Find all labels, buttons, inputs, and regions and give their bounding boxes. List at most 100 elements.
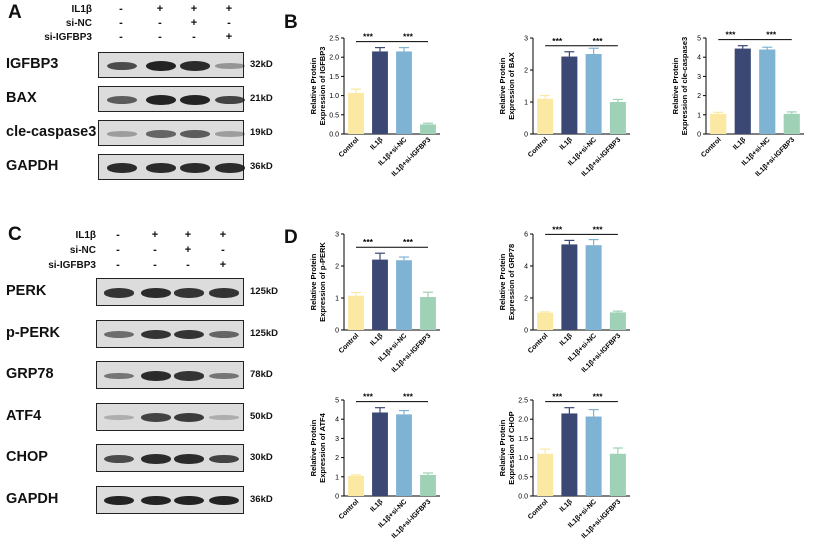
blot-band — [209, 330, 239, 339]
bar — [585, 54, 602, 134]
blot-band — [174, 288, 204, 298]
bar — [372, 51, 388, 134]
treatment-sign: + — [219, 259, 227, 271]
y-tick-label: 5 — [335, 398, 339, 405]
y-tick-label: 2 — [335, 455, 339, 462]
blot-band — [209, 454, 239, 464]
treatment-sign: - — [158, 31, 162, 43]
y-axis-title: Expression of IGFBP3 — [318, 47, 327, 126]
y-axis-title: Relative Protein — [309, 253, 318, 310]
bar — [609, 453, 626, 496]
y-tick-label: 0.0 — [329, 132, 339, 139]
significance-label: *** — [363, 237, 374, 247]
blot-panel-c: IL1β - + + + si-NC - - + - si-IGFBP3 - - - + PERK 125kD… — [0, 0, 280, 514]
category-label: IL1β — [559, 332, 575, 348]
y-tick-label: 3 — [335, 232, 339, 239]
bar — [783, 113, 800, 134]
protein-label: ATF4 — [6, 407, 42, 424]
treatment-sign: - — [119, 17, 123, 29]
molecular-weight-label: 32kD — [250, 59, 273, 70]
category-label: IL1β — [559, 136, 575, 152]
molecular-weight-label: 125kD — [250, 327, 278, 339]
blot-band — [107, 96, 137, 104]
molecular-weight-label: 78kD — [250, 369, 273, 380]
blot-band — [215, 63, 245, 69]
blot-strip — [98, 120, 245, 146]
treatment-label: si-NC — [69, 245, 96, 256]
y-axis-title: Relative Protein — [309, 57, 318, 114]
bar — [759, 49, 776, 134]
y-tick-label: 0 — [524, 132, 528, 139]
bar — [710, 113, 727, 134]
y-tick-label: 0.5 — [329, 112, 339, 119]
treatment-sign: - — [186, 259, 190, 271]
treatment-sign: - — [153, 244, 157, 256]
molecular-weight-label: 36kD — [250, 493, 273, 505]
y-tick-label: 2.5 — [329, 36, 339, 43]
treatment-sign: + — [151, 229, 159, 241]
significance-label: *** — [403, 237, 414, 247]
y-axis-title: Expression of BAX — [507, 52, 516, 120]
blot-band — [146, 61, 176, 71]
treatment-sign: - — [119, 3, 123, 15]
y-axis-title: Expression of GRP78 — [507, 244, 516, 320]
bar — [585, 416, 602, 496]
significance-label: *** — [403, 392, 414, 402]
blot-band — [180, 61, 210, 71]
treatment-sign: + — [219, 229, 227, 241]
bar — [561, 56, 578, 135]
blot-band — [180, 95, 210, 105]
y-tick-label: 2 — [524, 296, 528, 303]
blot-strip — [96, 319, 244, 348]
blot-band — [141, 371, 171, 381]
category-label: Control — [338, 498, 361, 521]
y-axis-title: Relative Protein — [498, 253, 507, 310]
blot-strip — [96, 402, 244, 431]
y-tick-label: 2 — [335, 264, 339, 271]
molecular-weight-label: 21kD — [250, 93, 273, 104]
bar — [348, 475, 364, 496]
significance-label: *** — [593, 224, 604, 234]
blot-strip — [98, 52, 245, 78]
blot-band — [141, 329, 171, 340]
blot-band — [215, 95, 245, 105]
y-tick-label: 4 — [335, 417, 339, 424]
significance-label: *** — [552, 36, 563, 46]
treatment-sign: - — [153, 259, 157, 271]
treatment-sign: - — [221, 244, 225, 256]
blot-strip — [96, 444, 244, 472]
blot-band — [209, 415, 239, 420]
y-tick-label: 1 — [524, 100, 528, 107]
bar — [420, 474, 436, 496]
bar — [609, 312, 626, 330]
blot-strip — [96, 485, 244, 514]
blot-band — [174, 495, 204, 506]
blot-band — [174, 413, 204, 422]
category-label: Control — [527, 498, 550, 521]
y-axis-title: Relative Protein — [498, 57, 507, 114]
molecular-weight-label: 50kD — [250, 410, 273, 422]
blot-band — [209, 372, 239, 380]
treatment-label: si-NC — [65, 18, 92, 29]
treatment-label: IL1β — [71, 4, 92, 15]
blot-strip — [96, 361, 244, 389]
y-axis-title: Expression of CHOP — [507, 411, 516, 484]
y-tick-label: 1 — [697, 112, 701, 119]
category-label: IL1β — [369, 498, 385, 514]
category-label: Control — [527, 332, 550, 355]
blot-band — [174, 454, 204, 464]
bar — [420, 297, 436, 330]
category-label: IL1β — [559, 498, 575, 514]
y-tick-label: 0 — [697, 132, 701, 139]
y-axis-title: Relative Protein — [309, 419, 318, 476]
y-tick-label: 1.5 — [329, 74, 339, 81]
blot-band — [104, 495, 134, 506]
blot-band — [209, 495, 239, 506]
y-tick-label: 0 — [335, 328, 339, 335]
significance-label: *** — [552, 392, 563, 402]
